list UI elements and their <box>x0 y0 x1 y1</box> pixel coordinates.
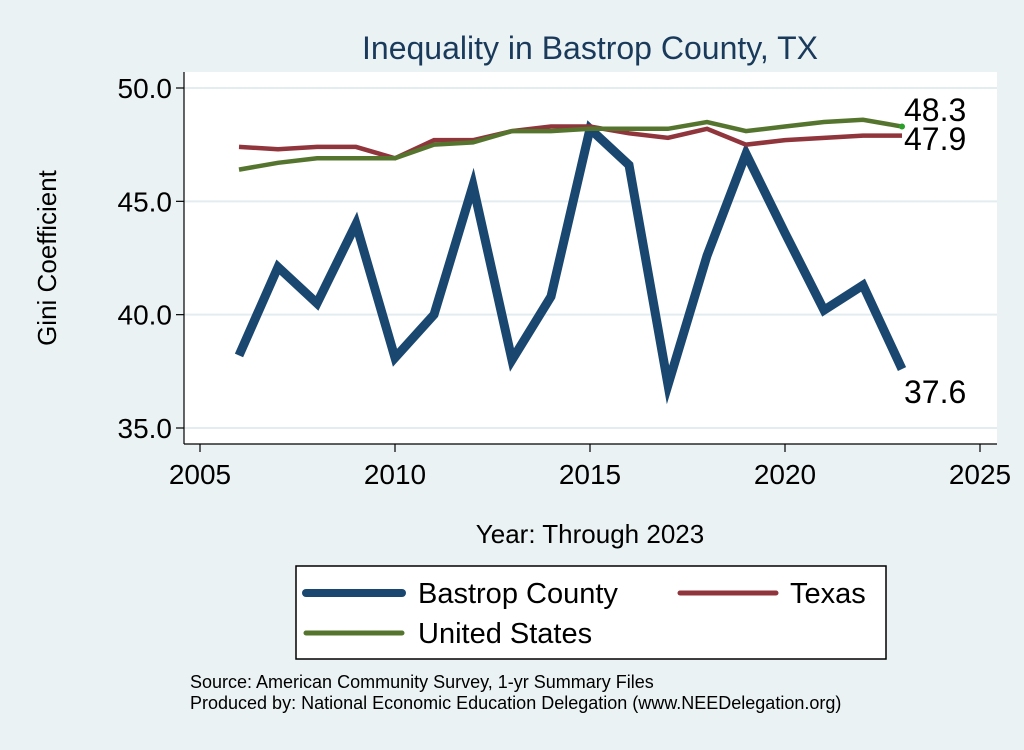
y-axis-title: Gini Coefficient <box>32 169 62 346</box>
x-tick-label: 2025 <box>949 459 1011 490</box>
legend: Bastrop County Texas United States <box>296 566 886 659</box>
x-tick-label: 2005 <box>169 459 231 490</box>
end-label-bastrop-county: 37.6 <box>904 374 966 410</box>
y-tick-label: 35.0 <box>118 413 173 444</box>
legend-label-united-states: United States <box>418 618 592 650</box>
y-tick-label: 50.0 <box>118 73 173 104</box>
producer-note: Produced by: National Economic Education… <box>190 693 841 713</box>
y-tick-label: 40.0 <box>118 300 173 331</box>
legend-label-bastrop-county: Bastrop County <box>418 578 618 610</box>
chart-title: Inequality in Bastrop County, TX <box>362 30 818 66</box>
source-note: Source: American Community Survey, 1-yr … <box>190 672 654 692</box>
legend-label-texas: Texas <box>790 578 866 610</box>
x-tick-label: 2015 <box>559 459 621 490</box>
end-label-texas: 47.9 <box>904 121 966 157</box>
x-axis-title: Year: Through 2023 <box>476 519 704 549</box>
y-tick-label: 45.0 <box>118 186 173 217</box>
x-tick-label: 2010 <box>364 459 426 490</box>
x-tick-label: 2020 <box>754 459 816 490</box>
